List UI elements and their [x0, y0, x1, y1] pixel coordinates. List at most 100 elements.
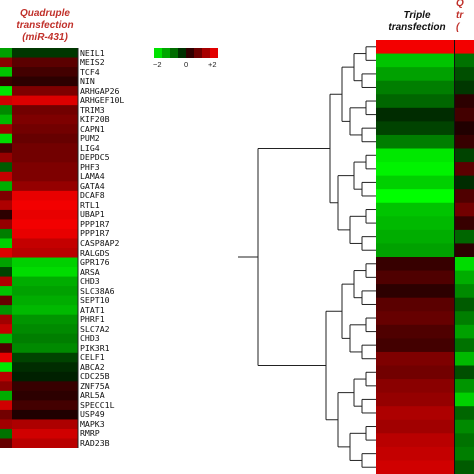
gene-label: NIN — [80, 76, 95, 87]
left-edge-cell — [0, 324, 12, 335]
left-edge-cell — [0, 295, 12, 306]
scale-tick-max: +2 — [208, 60, 217, 69]
left-heat-cell — [12, 324, 78, 335]
left-edge-cell — [0, 352, 12, 363]
right-edge-cell — [455, 351, 474, 366]
gene-label: ARL5A — [80, 390, 105, 401]
right-edge-cell — [455, 433, 474, 448]
right-column-label-line-2: transfection — [388, 22, 446, 33]
gene-label: PPP1R7 — [80, 218, 110, 229]
gene-label: LAMA4 — [80, 171, 105, 182]
right-heat-cell — [376, 243, 454, 258]
gene-label: LIG4 — [80, 142, 100, 153]
left-edge-cell — [0, 171, 12, 182]
left-heat-cell — [12, 381, 78, 392]
left-heat-cell — [12, 200, 78, 211]
right-clipped-label-line-1: Q — [456, 0, 464, 9]
left-edge-cell — [0, 371, 12, 382]
right-heat-cell — [376, 162, 454, 177]
gene-label: GATA4 — [80, 180, 105, 191]
left-heat-cell — [12, 267, 78, 278]
right-edge-cell — [455, 446, 474, 461]
gene-label: SLC38A6 — [80, 285, 115, 296]
right-edge-cell — [455, 270, 474, 285]
gene-label: RAD23B — [80, 437, 110, 448]
left-edge-cell — [0, 67, 12, 78]
right-heat-cell — [376, 433, 454, 448]
right-edge-cell — [455, 53, 474, 68]
gene-label: PPP1R7 — [80, 228, 110, 239]
gene-label: ZNF75A — [80, 380, 110, 391]
right-edge-cell — [455, 40, 474, 55]
right-edge-cell — [455, 189, 474, 204]
right-heat-cell — [376, 365, 454, 380]
gene-label: SLC7A2 — [80, 323, 110, 334]
left-edge-cell — [0, 305, 12, 316]
left-edge-cell — [0, 409, 12, 420]
dendrogram — [238, 46, 376, 468]
right-edge-cell — [455, 297, 474, 312]
right-heat-cell — [376, 446, 454, 461]
right-heat-cell — [376, 202, 454, 217]
gene-label: CHD3 — [80, 276, 100, 287]
right-edge-cell — [455, 175, 474, 190]
right-edge-cell — [455, 121, 474, 136]
gene-label: RTL1 — [80, 199, 100, 210]
left-heat-cell — [12, 238, 78, 249]
right-heat-cell — [376, 338, 454, 353]
left-edge-cell — [0, 209, 12, 220]
left-edge-cell — [0, 276, 12, 287]
gene-label: GPR176 — [80, 257, 110, 268]
gene-label: PUM2 — [80, 133, 100, 144]
legend-swatch — [186, 48, 194, 58]
left-column-label-line-1: Quadruple — [19, 8, 70, 19]
gene-label: PHRF1 — [80, 314, 105, 325]
right-heat-cell — [376, 94, 454, 109]
gene-label: MAPK3 — [80, 418, 105, 429]
right-edge-cell — [455, 419, 474, 434]
gene-label: DEPDC5 — [80, 152, 110, 163]
right-column-label-line-1: Triple — [403, 10, 431, 21]
gene-label: SPECC1L — [80, 399, 115, 410]
left-heat-cell — [12, 209, 78, 220]
gene-label: PHF3 — [80, 161, 100, 172]
left-heat-cell — [12, 152, 78, 163]
legend-swatch — [178, 48, 186, 58]
left-edge-cell — [0, 400, 12, 411]
right-heat-cell — [376, 311, 454, 326]
right-edge-cell — [455, 243, 474, 258]
left-edge-cell — [0, 381, 12, 392]
left-edge-cell — [0, 286, 12, 297]
right-edge-cell — [455, 324, 474, 339]
gene-label: MEIS2 — [80, 57, 105, 68]
right-edge-cell — [455, 379, 474, 394]
right-edge-cell — [455, 392, 474, 407]
right-edge-cell — [455, 162, 474, 177]
right-heat-cell — [376, 419, 454, 434]
left-heat-cell — [12, 48, 78, 59]
left-heat-cell — [12, 124, 78, 135]
gene-label: USP49 — [80, 409, 105, 420]
legend-swatch — [202, 48, 210, 58]
left-heat-cell — [12, 305, 78, 316]
right-edge-cell — [455, 216, 474, 231]
left-edge-cell — [0, 314, 12, 325]
right-edge-cell — [455, 67, 474, 82]
right-heat-cell — [376, 392, 454, 407]
right-heat-cell — [376, 148, 454, 163]
right-edge-cell — [455, 80, 474, 95]
left-edge-cell — [0, 257, 12, 268]
left-heat-cell — [12, 76, 78, 87]
right-heat-cell — [376, 80, 454, 95]
left-edge-cell — [0, 57, 12, 68]
gene-label: CELF1 — [80, 352, 105, 363]
left-heatmap — [0, 48, 79, 448]
left-heat-cell — [12, 333, 78, 344]
left-edge-cell — [0, 76, 12, 87]
left-heat-cell — [12, 219, 78, 230]
gene-label: ARHGAP26 — [80, 85, 120, 96]
left-edge-cell — [0, 238, 12, 249]
left-edge-cell — [0, 124, 12, 135]
left-heat-cell — [12, 276, 78, 287]
